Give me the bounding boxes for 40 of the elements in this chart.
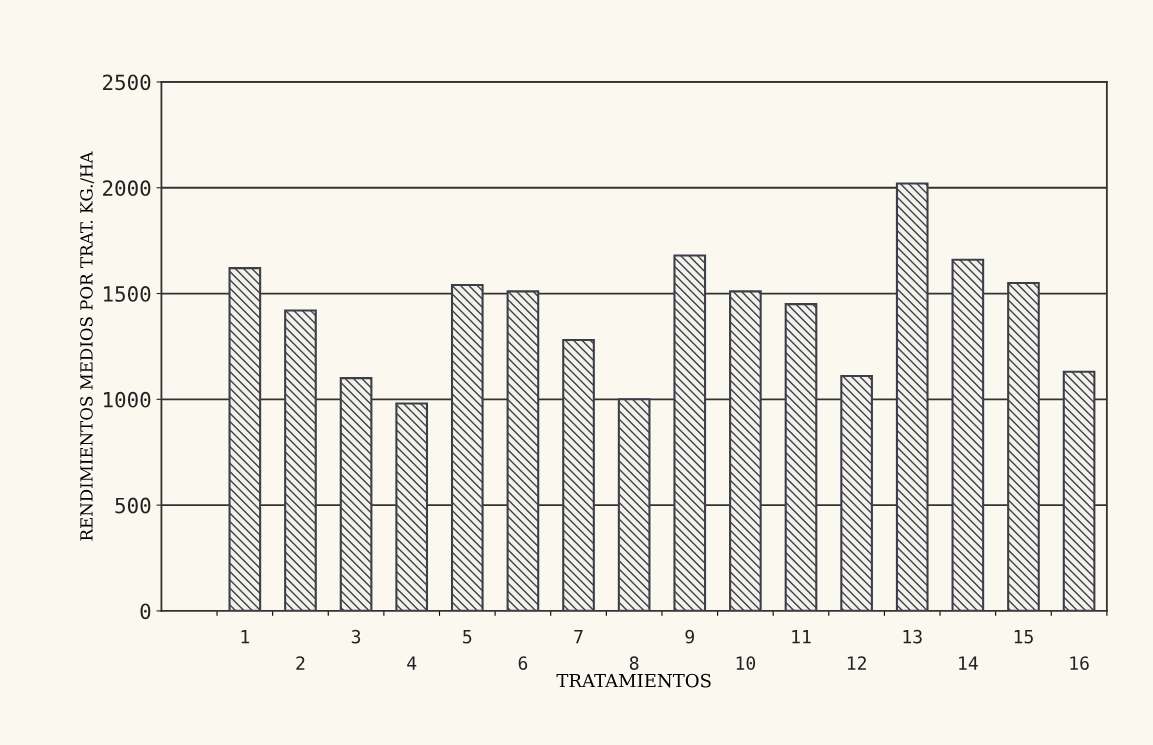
y-tick-label: 2500	[103, 74, 151, 91]
bar	[673, 254, 707, 611]
x-tick-label: 13	[903, 629, 922, 644]
x-tick-label: 14	[959, 656, 978, 670]
bar	[450, 284, 484, 611]
bar	[617, 398, 651, 611]
x-tick-label: 12	[847, 656, 866, 670]
x-tick-label: 5	[463, 630, 472, 644]
bar	[562, 339, 595, 611]
bar	[506, 290, 540, 611]
x-axis-title: TRATAMIENTOS	[556, 673, 711, 688]
y-tick-label: 1000	[104, 391, 151, 408]
bar	[895, 182, 929, 611]
y-tick-label: 1500	[104, 286, 151, 302]
bar	[284, 309, 317, 611]
bar	[339, 377, 373, 611]
y-axis-title: RENDIMIENTOS MEDIOS POR TRAT. KG./HA	[80, 151, 95, 541]
x-tick-label: 1	[241, 630, 250, 644]
y-tick-label: 500	[115, 497, 151, 514]
bar	[1007, 281, 1040, 611]
x-tick-label: 16	[1070, 656, 1089, 670]
x-tick-label: 7	[574, 630, 583, 644]
x-tick-label: 11	[792, 630, 811, 644]
x-tick-label: 8	[629, 656, 639, 670]
bar	[951, 258, 985, 611]
y-tick-label: 2000	[103, 180, 151, 197]
x-tick-label: 15	[1014, 630, 1033, 644]
x-tick-label: 10	[736, 656, 756, 670]
bar	[228, 267, 262, 611]
x-tick-label: 3	[351, 629, 361, 644]
x-tick-label: 6	[518, 656, 528, 670]
bar	[840, 375, 873, 611]
bar	[784, 303, 818, 611]
bar	[1062, 370, 1096, 611]
y-tick-label: 0	[140, 603, 151, 620]
x-tick-label: 4	[407, 656, 417, 670]
bar	[729, 290, 762, 611]
x-tick-label: 2	[296, 656, 305, 670]
bar	[395, 402, 429, 611]
x-tick-label: 9	[685, 629, 694, 644]
